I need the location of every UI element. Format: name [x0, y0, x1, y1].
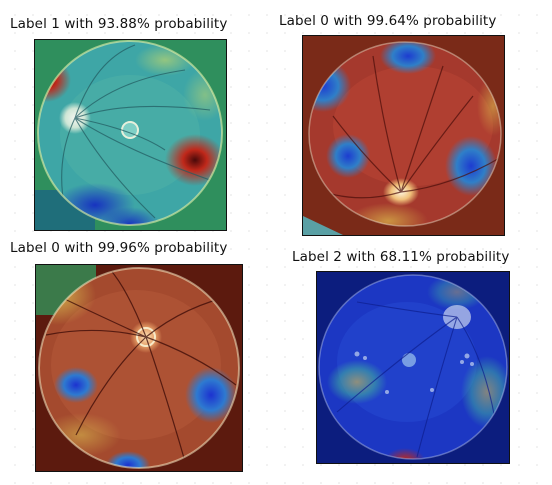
fundus-heatmap-image-1 — [34, 39, 227, 231]
panel-caption-4: Label 2 with 68.11% probability — [292, 249, 510, 265]
panel-caption-3: Label 0 with 99.96% probability — [10, 240, 228, 256]
fundus-heatmap-image-4 — [316, 271, 510, 464]
fundus-heatmap-image-3 — [35, 264, 243, 472]
panel-caption-1: Label 1 with 93.88% probability — [10, 16, 228, 32]
fundus-heatmap-image-2 — [302, 35, 505, 236]
panel-caption-2: Label 0 with 99.64% probability — [279, 13, 497, 29]
